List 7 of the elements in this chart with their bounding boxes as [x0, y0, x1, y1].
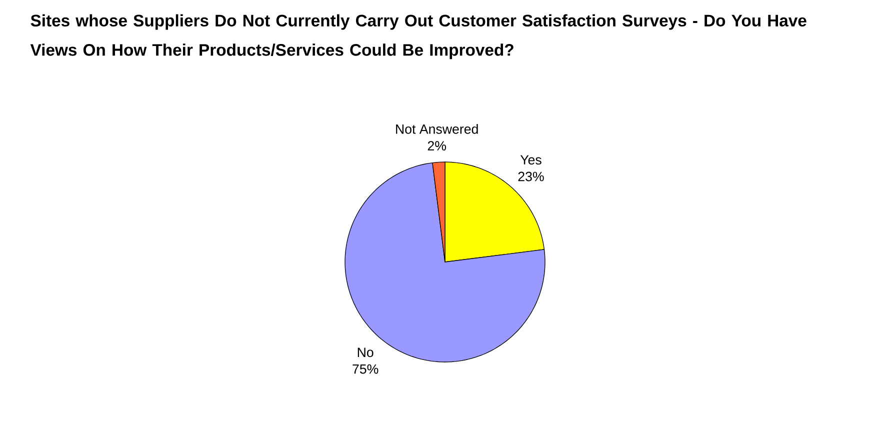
data-label: 23%	[518, 172, 544, 182]
data-label: 2%	[428, 141, 446, 150]
data-label: 75%	[352, 364, 378, 374]
slice-label: Not Answered	[396, 124, 478, 134]
slice-label: Yes	[520, 155, 542, 165]
slice-label: No	[358, 348, 374, 358]
chart-title: Sites whose Suppliers Do Not Currently Carry Out Customer Satisfaction Surveys - Do You Have Views On How Their Products/Services Could Be Improved?	[30, 14, 806, 60]
